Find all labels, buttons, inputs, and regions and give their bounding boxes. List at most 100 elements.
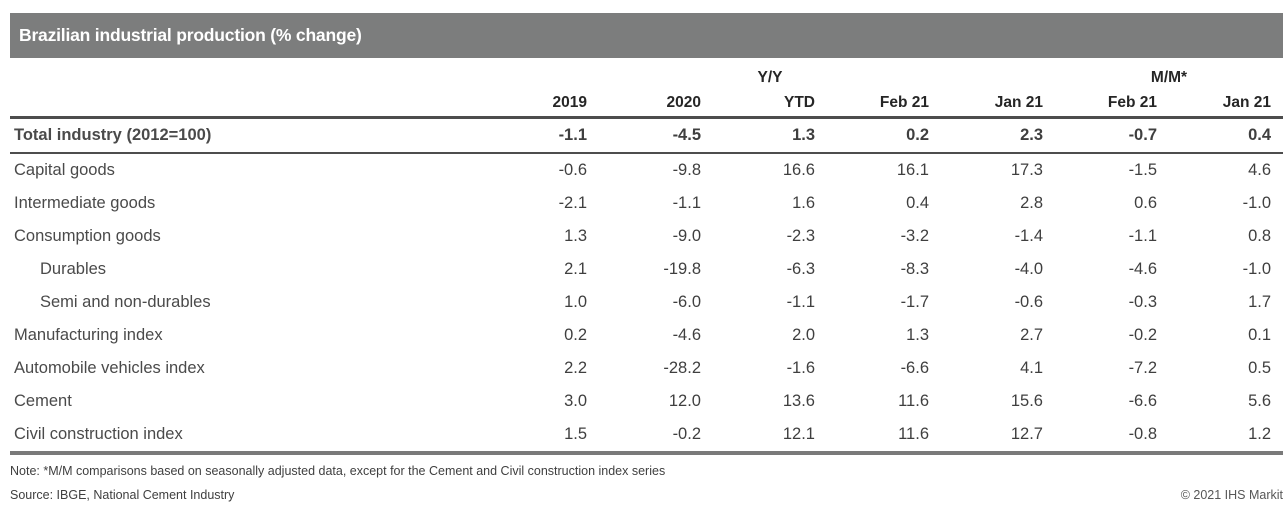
table-title-bar: Brazilian industrial production (% chang… — [10, 13, 1283, 58]
row-label: Semi and non-durables — [40, 293, 211, 311]
cell: 1.3 — [792, 126, 815, 144]
cell: 1.3 — [906, 326, 929, 344]
row-label: Capital goods — [14, 161, 115, 179]
column-header-label-spacer — [10, 90, 485, 118]
cell: -1.6 — [786, 359, 815, 377]
column-header-feb21-mm: Feb 21 — [1107, 94, 1157, 111]
cell: 1.0 — [564, 293, 587, 311]
table-row: Cement 3.0 12.0 13.6 11.6 15.6 -6.6 5.6 — [10, 385, 1283, 418]
table-title: Brazilian industrial production (% chang… — [19, 25, 362, 45]
table-row: Civil construction index 1.5 -0.2 12.1 1… — [10, 418, 1284, 453]
cell: -1.1 — [786, 293, 815, 311]
source-row: Source: IBGE, National Cement Industry ©… — [10, 486, 1283, 505]
table-row: Consumption goods 1.3 -9.0 -2.3 -3.2 -1.… — [10, 220, 1283, 253]
table-row-total: Total industry (2012=100) -1.1 -4.5 1.3 … — [10, 118, 1284, 153]
cell: 1.3 — [564, 227, 587, 245]
table-footer: Note: *M/M comparisons based on seasonal… — [10, 462, 1283, 505]
cell: -0.3 — [1128, 293, 1157, 311]
table-row: Capital goods -0.6 -9.8 16.6 16.1 17.3 -… — [10, 153, 1283, 187]
cell: -6.0 — [672, 293, 701, 311]
cell: -9.8 — [672, 161, 701, 179]
table-row: Intermediate goods -2.1 -1.1 1.6 0.4 2.8… — [10, 187, 1283, 220]
cell: 2.2 — [564, 359, 587, 377]
cell: -1.5 — [1128, 161, 1157, 179]
table-row: Automobile vehicles index 2.2 -28.2 -1.6… — [10, 352, 1283, 385]
cell: 2.8 — [1020, 194, 1043, 212]
column-header-ytd: YTD — [784, 94, 815, 111]
column-header-jan21-mm: Jan 21 — [1222, 94, 1272, 111]
cell: 2.1 — [564, 260, 587, 278]
cell: -0.8 — [1128, 425, 1157, 443]
cell: 5.6 — [1248, 392, 1272, 410]
row-label: Civil construction index — [14, 425, 183, 443]
report-table-panel: Brazilian industrial production (% chang… — [10, 13, 1284, 505]
table-row: Semi and non-durables 1.0 -6.0 -1.1 -1.7… — [10, 286, 1283, 319]
cell: -0.6 — [1014, 293, 1043, 311]
cell: 16.1 — [896, 161, 929, 179]
cell: 15.6 — [1010, 392, 1043, 410]
cell: 0.6 — [1134, 194, 1157, 212]
row-label: Cement — [14, 392, 72, 410]
cell: -0.7 — [1128, 126, 1157, 144]
group-header-mm: M/M* — [1150, 69, 1188, 86]
column-header-2019: 2019 — [552, 94, 587, 111]
row-label: Total industry (2012=100) — [14, 126, 212, 144]
cell: 4.1 — [1020, 359, 1043, 377]
cell: 0.1 — [1248, 326, 1272, 344]
column-header-jan21-yy: Jan 21 — [994, 94, 1043, 111]
table-source: Source: IBGE, National Cement Industry — [10, 488, 235, 502]
cell: 13.6 — [782, 392, 815, 410]
cell: 0.8 — [1248, 227, 1272, 245]
table-row: Manufacturing index 0.2 -4.6 2.0 1.3 2.7… — [10, 319, 1283, 352]
cell: -2.1 — [558, 194, 587, 212]
copyright-notice: © 2021 IHS Markit — [1180, 488, 1283, 502]
cell: -0.6 — [558, 161, 587, 179]
column-header-feb21-yy: Feb 21 — [879, 94, 929, 111]
table-note: Note: *M/M comparisons based on seasonal… — [10, 464, 666, 478]
cell: -3.2 — [900, 227, 929, 245]
group-header-spacer — [10, 66, 485, 90]
cell: 0.4 — [1248, 126, 1272, 144]
cell: 1.6 — [792, 194, 815, 212]
cell: 3.0 — [564, 392, 587, 410]
cell: -1.7 — [900, 293, 929, 311]
cell: 12.1 — [782, 425, 815, 443]
industrial-production-table: Y/Y M/M* 2019 2020 YTD Feb 21 Jan 21 Feb… — [10, 66, 1284, 455]
cell: -4.5 — [672, 126, 701, 144]
cell: -1.1 — [558, 126, 587, 144]
cell: -8.3 — [900, 260, 929, 278]
cell: 0.2 — [564, 326, 587, 344]
cell: -1.0 — [1242, 194, 1272, 212]
cell: -4.0 — [1014, 260, 1043, 278]
cell: 0.2 — [906, 126, 929, 144]
group-header-row: Y/Y M/M* — [10, 66, 1283, 90]
row-label: Intermediate goods — [14, 194, 156, 212]
cell: 1.7 — [1248, 293, 1272, 311]
cell: -1.1 — [672, 194, 701, 212]
cell: 1.5 — [564, 425, 587, 443]
group-header-yy: Y/Y — [757, 69, 783, 86]
cell: 12.7 — [1010, 425, 1043, 443]
cell: 0.4 — [906, 194, 929, 212]
cell: -0.2 — [1128, 326, 1157, 344]
column-header-row: 2019 2020 YTD Feb 21 Jan 21 Feb 21 Jan 2… — [10, 90, 1284, 118]
cell: 17.3 — [1010, 161, 1043, 179]
cell: -2.3 — [786, 227, 815, 245]
cell: -19.8 — [663, 260, 701, 278]
cell: 2.3 — [1020, 126, 1043, 144]
cell: -1.1 — [1128, 227, 1157, 245]
cell: -0.2 — [672, 425, 701, 443]
row-label: Consumption goods — [14, 227, 161, 245]
table-row: Durables 2.1 -19.8 -6.3 -8.3 -4.0 -4.6 -… — [10, 253, 1283, 286]
cell: -9.0 — [672, 227, 701, 245]
cell: 1.2 — [1248, 425, 1272, 443]
row-label: Durables — [40, 260, 107, 278]
cell: 16.6 — [782, 161, 815, 179]
cell: -6.6 — [1128, 392, 1157, 410]
cell: -6.6 — [900, 359, 929, 377]
cell: 11.6 — [898, 392, 929, 410]
cell: 2.0 — [792, 326, 815, 344]
cell: 12.0 — [668, 392, 701, 410]
cell: -7.2 — [1128, 359, 1157, 377]
cell: -28.2 — [663, 359, 701, 377]
